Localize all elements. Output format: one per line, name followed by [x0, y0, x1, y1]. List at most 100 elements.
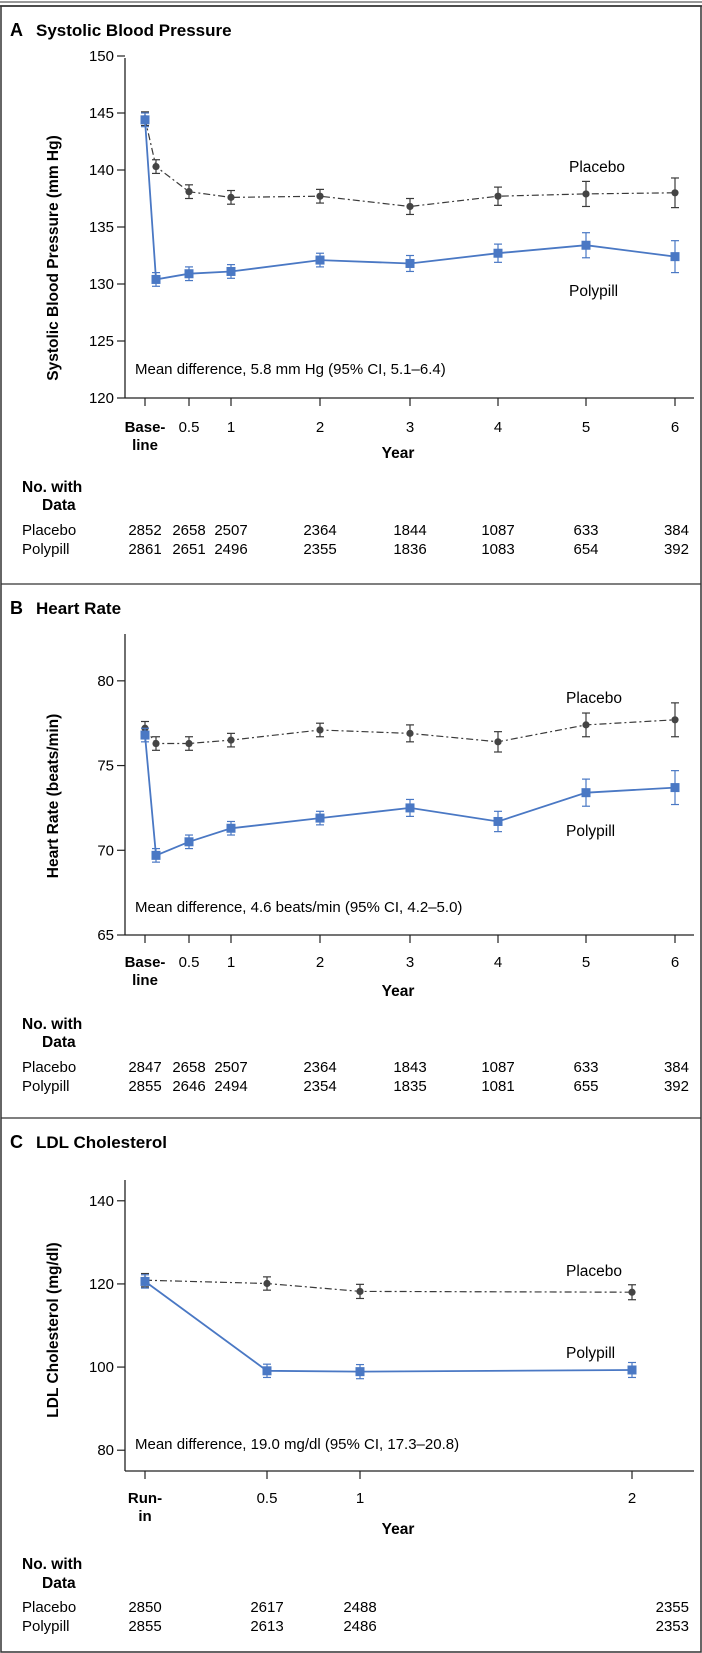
- at-risk-cell: 633: [573, 1059, 598, 1076]
- at-risk-cell: 2651: [172, 541, 205, 558]
- at-risk-cell: 1081: [481, 1078, 514, 1095]
- series-label-polypill: Polypill: [566, 823, 615, 840]
- at-risk-cell: 2855: [128, 1618, 161, 1635]
- x-tick-label: 5: [582, 954, 590, 971]
- series-label-polypill: Polypill: [566, 1345, 615, 1362]
- data-point-placebo: [316, 726, 324, 734]
- at-risk-cell: 655: [573, 1078, 598, 1095]
- data-point-polypill: [184, 837, 194, 847]
- y-tick-label: 150: [89, 48, 114, 65]
- data-point-polypill: [262, 1366, 272, 1376]
- mean-difference-note: Mean difference, 5.8 mm Hg (95% CI, 5.1–…: [135, 361, 446, 378]
- y-tick-label: 125: [89, 333, 114, 350]
- at-risk-cell: 1083: [481, 541, 514, 558]
- at-risk-cell: 2861: [128, 541, 161, 558]
- y-tick-label: 135: [89, 219, 114, 236]
- at-risk-cell: 2658: [172, 522, 205, 539]
- x-tick-label: 1: [227, 419, 235, 436]
- at-risk-row-label: Placebo: [22, 1599, 76, 1616]
- at-risk-heading: No. with: [22, 1556, 82, 1573]
- at-risk-cell: 2507: [214, 522, 247, 539]
- panel-c: C LDL Cholesterol LDL Cholesterol (mg/dl…: [10, 1132, 694, 1635]
- at-risk-cell: 2488: [343, 1599, 376, 1616]
- data-point-placebo: [582, 190, 590, 198]
- mean-difference-note: Mean difference, 19.0 mg/dl (95% CI, 17.…: [135, 1436, 459, 1453]
- at-risk-heading-2: Data: [42, 497, 76, 514]
- x-tick-label: 6: [671, 419, 679, 436]
- y-tick-label: 120: [89, 390, 114, 407]
- at-risk-table: Placebo 2850 2617 2488 2355 Polypill 2855 2613 2…: [22, 1599, 689, 1635]
- data-point-placebo: [152, 162, 160, 171]
- panel-title: LDL Cholesterol: [36, 1133, 167, 1152]
- x-tick-label: 1: [356, 1490, 364, 1507]
- at-risk-cell: 2494: [214, 1078, 247, 1095]
- plot-area: 65 70 75 80 Base-line 0.5 1 2 3 4 5 6: [97, 634, 694, 989]
- data-point-placebo: [406, 729, 414, 737]
- at-risk-cell: 1087: [481, 522, 514, 539]
- at-risk-cell: 2646: [172, 1078, 205, 1095]
- x-tick-label: 0.5: [179, 954, 200, 971]
- at-risk-heading-2: Data: [42, 1034, 76, 1051]
- y-tick-label: 75: [97, 758, 114, 775]
- at-risk-cell: 2617: [250, 1599, 283, 1616]
- data-point-placebo: [152, 739, 160, 748]
- at-risk-row-label: Polypill: [22, 1078, 70, 1095]
- data-point-polypill: [315, 813, 325, 823]
- data-point-polypill: [405, 803, 415, 813]
- data-point-polypill: [226, 823, 236, 833]
- data-point-placebo: [406, 202, 414, 211]
- at-risk-cell: 2354: [303, 1078, 336, 1095]
- at-risk-table: Placebo 2852 2658 2507 2364 1844 1087 633 384 Pol…: [22, 522, 689, 558]
- x-tick-label: 5: [582, 419, 590, 436]
- mean-difference-note: Mean difference, 4.6 beats/min (95% CI, …: [135, 899, 462, 916]
- panel-title: Heart Rate: [36, 599, 121, 618]
- data-point-placebo: [494, 192, 502, 200]
- data-point-placebo: [227, 736, 235, 744]
- y-tick-label: 100: [89, 1359, 114, 1376]
- at-risk-cell: 2355: [303, 541, 336, 558]
- plot-area: 120 125 130 135 140 145 150 Base-line 0.5 1 2 3 4 5 6: [89, 48, 694, 454]
- data-point-placebo: [263, 1279, 271, 1288]
- data-point-polypill: [140, 730, 150, 740]
- data-point-polypill: [493, 816, 503, 826]
- data-point-polypill: [581, 788, 591, 798]
- panel-letter: C: [10, 1132, 23, 1152]
- data-point-polypill: [670, 252, 680, 262]
- series-label-placebo: Placebo: [566, 690, 622, 707]
- at-risk-cell: 633: [573, 522, 598, 539]
- at-risk-cell: 384: [664, 1059, 689, 1076]
- at-risk-cell: 2855: [128, 1078, 161, 1095]
- series-line-polypill: [144, 1280, 633, 1373]
- at-risk-cell: 1843: [393, 1059, 426, 1076]
- at-risk-table: Placebo 2847 2658 2507 2364 1843 1087 633 384 Pol…: [22, 1059, 689, 1095]
- x-tick-label: 4: [494, 954, 502, 971]
- at-risk-heading: No. with: [22, 1016, 82, 1033]
- y-tick-label: 140: [89, 162, 114, 179]
- at-risk-cell: 2847: [128, 1059, 161, 1076]
- at-risk-row-label: Placebo: [22, 522, 76, 539]
- data-point-polypill: [140, 115, 150, 125]
- series-label-placebo: Placebo: [569, 159, 625, 176]
- data-point-polypill: [405, 258, 415, 268]
- x-tick-label: Base-: [125, 419, 166, 436]
- at-risk-cell: 1836: [393, 541, 426, 558]
- x-tick-label: Run-: [128, 1490, 162, 1507]
- panel-letter: B: [10, 598, 23, 618]
- y-tick-label: 130: [89, 276, 114, 293]
- at-risk-cell: 2355: [656, 1599, 689, 1616]
- data-point-polypill: [151, 850, 161, 860]
- at-risk-cell: 1835: [393, 1078, 426, 1095]
- x-tick-label: 3: [406, 954, 414, 971]
- at-risk-cell: 654: [573, 541, 598, 558]
- x-axis-label: Year: [382, 983, 415, 1000]
- at-risk-cell: 384: [664, 522, 689, 539]
- at-risk-cell: 2496: [214, 541, 247, 558]
- panel-letter: A: [10, 20, 23, 40]
- plot-area: 80 100 120 140 Run-in 0.5 1 2: [89, 1180, 694, 1525]
- y-tick-label: 80: [97, 1442, 114, 1459]
- data-point-placebo: [227, 193, 235, 201]
- series-label-placebo: Placebo: [566, 1263, 622, 1280]
- y-tick-label: 80: [97, 673, 114, 690]
- series-label-polypill: Polypill: [569, 283, 618, 300]
- outer-frame: [0, 5, 702, 1653]
